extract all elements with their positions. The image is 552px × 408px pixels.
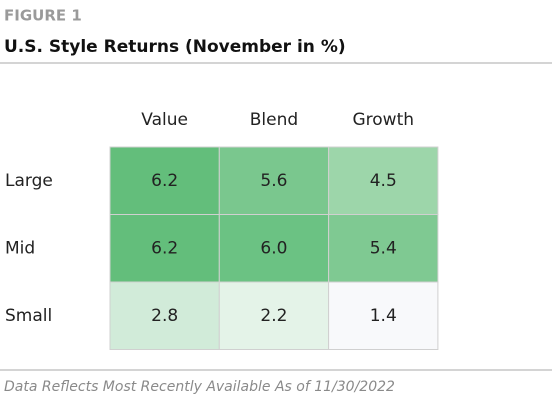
cell-label: 6.2 <box>151 171 178 191</box>
heat-cell <box>109 146 220 215</box>
heat-cell <box>218 146 330 215</box>
column-label: Blend <box>250 110 298 130</box>
cell-label: 2.8 <box>151 306 178 326</box>
row-label: Large <box>5 171 53 191</box>
column-label: Growth <box>352 110 414 130</box>
footnote: Data Reflects Most Recently Available As… <box>4 379 395 395</box>
cell-label: 6.2 <box>151 238 178 258</box>
cell-label: 1.4 <box>370 306 397 326</box>
row-label: Mid <box>5 238 35 258</box>
cell-label: 6.0 <box>260 238 287 258</box>
heat-cell <box>328 214 439 283</box>
figure-label: FIGURE 1 <box>4 7 82 25</box>
heat-cell <box>328 146 439 215</box>
column-label: Value <box>141 110 188 130</box>
cell-label: 5.6 <box>260 171 287 191</box>
cell-label: 2.2 <box>260 306 287 326</box>
cell-label: 5.4 <box>370 238 397 258</box>
chart-title: U.S. Style Returns (November in %) <box>4 37 346 57</box>
heat-cell <box>328 281 439 350</box>
heat-cell <box>109 214 220 283</box>
heat-cell <box>218 281 330 350</box>
heat-cell <box>109 281 220 350</box>
row-label: Small <box>5 306 52 326</box>
cell-label: 4.5 <box>370 171 397 191</box>
